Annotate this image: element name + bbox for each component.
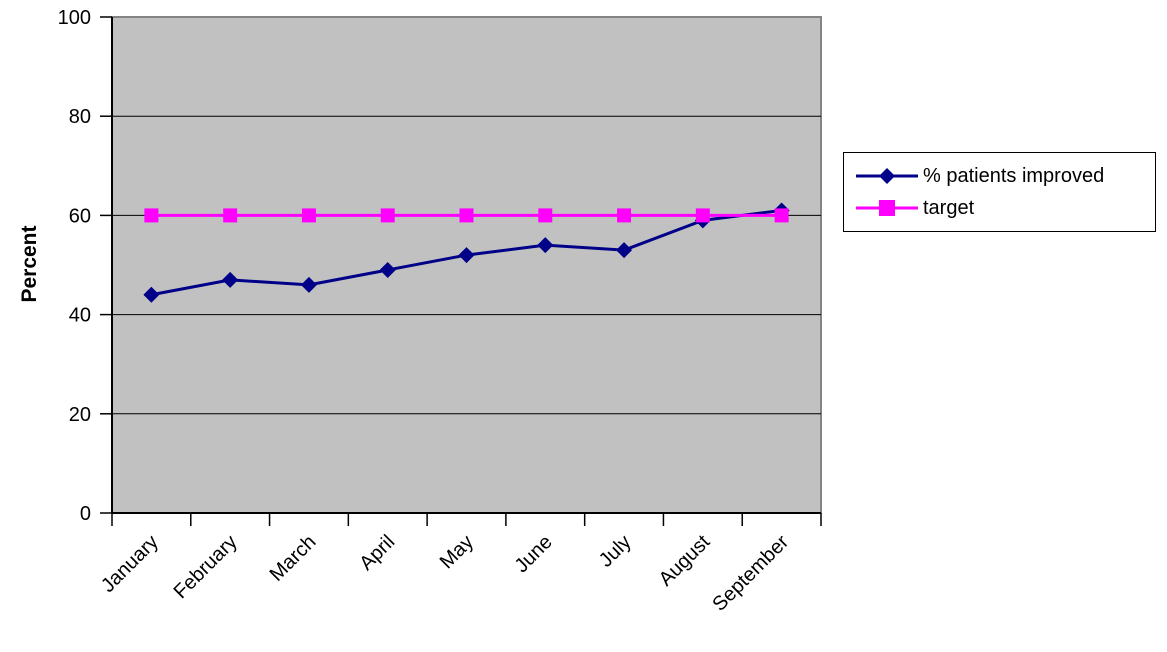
svg-text:May: May — [436, 531, 478, 573]
svg-text:April: April — [355, 531, 399, 575]
legend-label-target: target — [923, 196, 975, 219]
svg-text:0: 0 — [80, 503, 91, 525]
svg-text:100: 100 — [58, 7, 91, 29]
svg-text:March: March — [266, 531, 321, 586]
svg-text:January: January — [97, 531, 163, 597]
svg-text:September: September — [708, 531, 793, 616]
svg-text:February: February — [170, 531, 242, 603]
svg-text:60: 60 — [69, 205, 91, 227]
svg-text:July: July — [595, 531, 636, 572]
svg-text:August: August — [655, 531, 715, 591]
svg-text:June: June — [511, 531, 557, 577]
svg-text:80: 80 — [69, 106, 91, 128]
legend-label-patients-improved: % patients improved — [923, 164, 1105, 187]
diamond-marker-icon — [856, 168, 918, 184]
square-marker-icon — [856, 200, 918, 216]
legend-item-target: target — [854, 192, 1145, 224]
svg-text:20: 20 — [69, 404, 91, 426]
legend-item-patients-improved: % patients improved — [854, 160, 1145, 192]
chart-legend: % patients improved target — [843, 152, 1156, 232]
svg-text:40: 40 — [69, 305, 91, 327]
y-axis-title: Percent — [18, 225, 41, 303]
